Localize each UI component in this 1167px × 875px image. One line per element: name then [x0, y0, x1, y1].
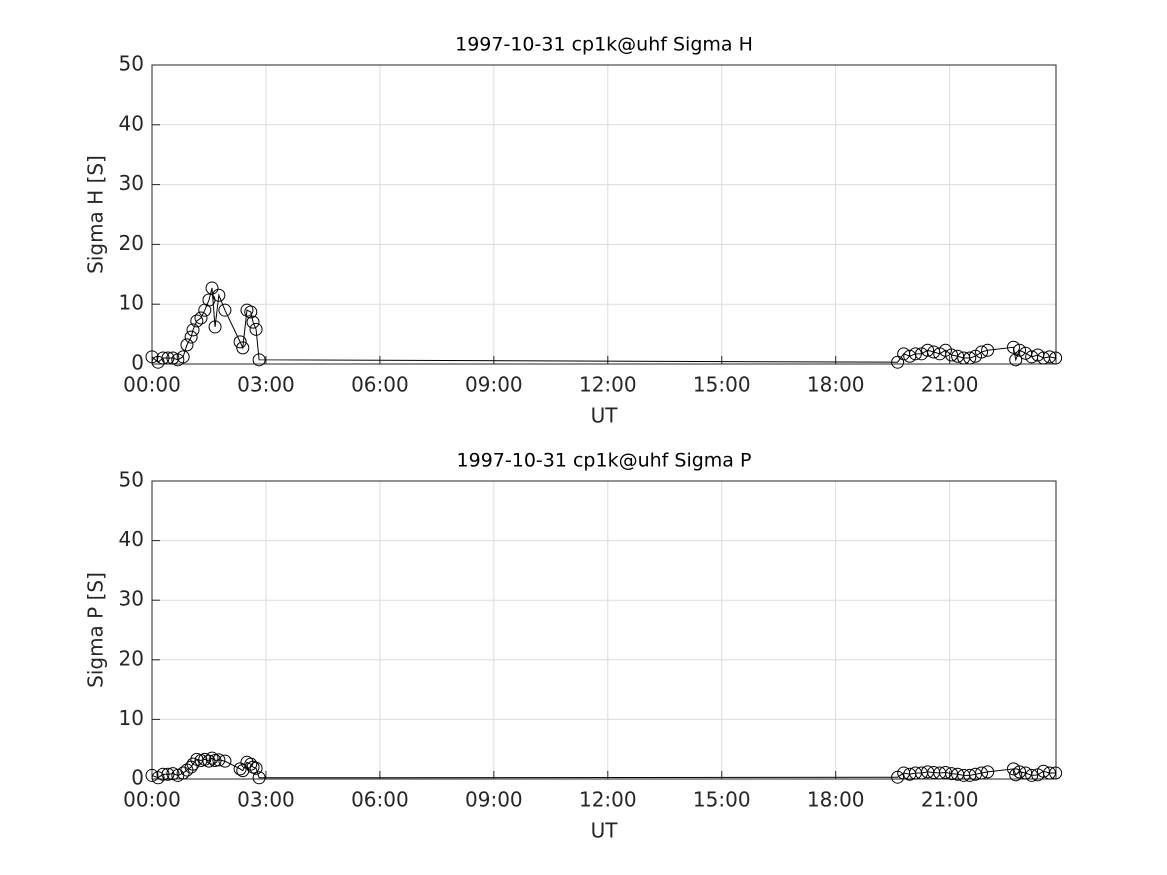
y-tick-label: 10: [119, 706, 144, 730]
data-point: [963, 351, 977, 365]
y-tick-label: 40: [119, 527, 144, 551]
y-tick-label: 10: [119, 291, 144, 315]
chart-title: 1997-10-31 cp1k@uhf Sigma P: [457, 450, 752, 472]
x-tick-label: 15:00: [693, 788, 751, 812]
data-point: [212, 288, 226, 302]
x-axis-label: UT: [591, 404, 619, 428]
x-tick-label: 00:00: [123, 373, 181, 397]
x-tick-label: 06:00: [351, 788, 409, 812]
axes-box: [151, 480, 1057, 780]
data-point: [233, 762, 247, 776]
x-axis-label: UT: [591, 819, 619, 843]
data-point: [249, 322, 263, 336]
data-point: [1049, 766, 1063, 780]
data-point: [1025, 768, 1039, 782]
data-point: [1013, 343, 1027, 357]
x-tick-label: 21:00: [921, 373, 979, 397]
data-point: [161, 767, 175, 781]
y-tick-label: 30: [119, 171, 144, 195]
x-tick-label: 12:00: [579, 373, 637, 397]
data-point: [981, 765, 995, 779]
y-tick-label: 50: [119, 52, 144, 76]
x-tick-label: 18:00: [807, 373, 865, 397]
data-point: [1006, 340, 1020, 354]
y-tick-label: 20: [119, 646, 144, 670]
data-point: [975, 766, 989, 780]
data-point: [205, 281, 219, 295]
data-point: [186, 757, 200, 771]
y-tick-label: 0: [131, 766, 144, 790]
x-tick-label: 18:00: [807, 788, 865, 812]
data-point: [151, 771, 165, 785]
data-point: [244, 305, 258, 319]
data-point: [218, 303, 232, 317]
data-point: [249, 761, 263, 775]
data-point: [190, 314, 204, 328]
data-point: [1043, 350, 1057, 364]
chart-title: 1997-10-31 cp1k@uhf Sigma H: [455, 34, 753, 56]
data-point: [176, 350, 190, 364]
x-tick-label: 03:00: [237, 373, 295, 397]
data-point: [1049, 351, 1063, 365]
y-axis-label: Sigma P [S]: [84, 572, 108, 688]
data-point: [1006, 762, 1020, 776]
y-tick-label: 20: [119, 231, 144, 255]
data-point: [156, 351, 170, 365]
data-point: [161, 351, 175, 365]
data-point: [252, 771, 266, 785]
data-point: [1043, 766, 1057, 780]
data-point: [145, 768, 159, 782]
data-point: [202, 754, 216, 768]
data-point: [236, 341, 250, 355]
data-point: [218, 754, 232, 768]
x-tick-label: 00:00: [123, 788, 181, 812]
data-point: [891, 355, 905, 369]
data-point: [975, 345, 989, 359]
x-tick-label: 06:00: [351, 373, 409, 397]
data-point: [208, 320, 222, 334]
x-tick-label: 03:00: [237, 788, 295, 812]
y-tick-label: 50: [119, 468, 144, 492]
data-point: [968, 767, 982, 781]
data-point: [186, 323, 200, 337]
x-tick-label: 12:00: [579, 788, 637, 812]
data-point: [212, 753, 226, 767]
plot-area: [152, 481, 1056, 779]
axes-box: [151, 64, 1057, 365]
data-point: [252, 353, 266, 367]
data-point: [156, 767, 170, 781]
y-axis-label: Sigma H [S]: [84, 155, 108, 274]
data-point: [208, 754, 222, 768]
y-tick-label: 0: [131, 351, 144, 375]
data-point: [1009, 353, 1023, 367]
data-point: [1013, 765, 1027, 779]
data-point: [1009, 768, 1023, 782]
data-point: [981, 343, 995, 357]
data-point: [184, 330, 198, 344]
x-tick-label: 09:00: [465, 788, 523, 812]
data-point: [246, 315, 260, 329]
x-tick-label: 15:00: [693, 373, 751, 397]
x-tick-label: 09:00: [465, 373, 523, 397]
data-point: [945, 348, 959, 362]
data-point: [180, 338, 194, 352]
x-tick-label: 21:00: [921, 788, 979, 812]
plot-area: [152, 65, 1056, 364]
data-point: [908, 347, 922, 361]
data-point: [921, 343, 935, 357]
y-tick-label: 40: [119, 111, 144, 135]
data-point: [194, 311, 208, 325]
data-point: [233, 335, 247, 349]
y-tick-label: 30: [119, 587, 144, 611]
data-point: [205, 751, 219, 765]
